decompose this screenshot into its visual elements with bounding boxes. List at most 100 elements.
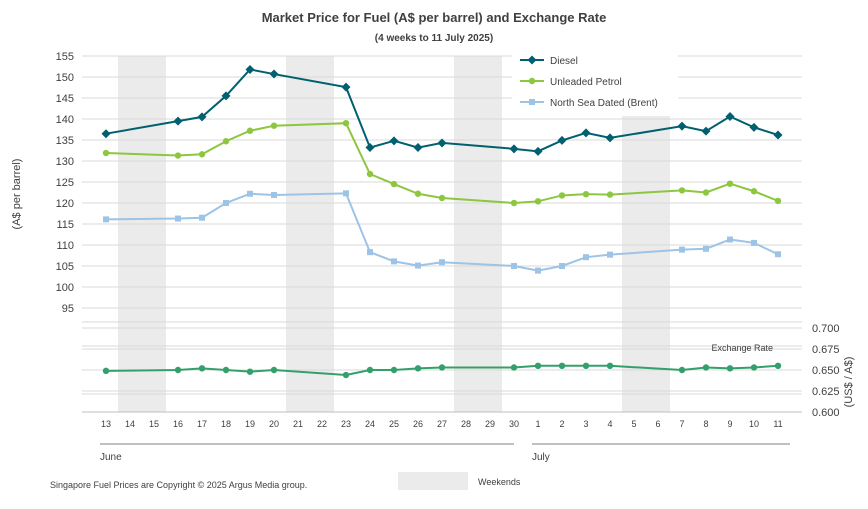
legend-entry: Diesel	[550, 56, 578, 67]
x-tick-label: 23	[341, 419, 351, 429]
data-point	[102, 149, 110, 157]
y-tick-right: 0.600	[812, 407, 840, 419]
data-point	[726, 365, 734, 372]
data-point	[582, 190, 590, 198]
data-point	[367, 249, 373, 256]
data-point	[389, 136, 399, 146]
x-tick-label: 24	[365, 419, 375, 429]
data-point	[677, 121, 687, 131]
x-tick-label: 13	[101, 419, 111, 429]
data-point	[343, 190, 349, 197]
data-point	[678, 366, 686, 374]
weekend-band-1	[286, 56, 334, 412]
data-point	[198, 365, 206, 372]
data-point	[270, 366, 278, 374]
gridlines	[82, 55, 802, 413]
data-point	[529, 99, 535, 105]
x-tick-label: 27	[437, 419, 447, 429]
data-point	[750, 188, 758, 195]
x-tick-label: 10	[749, 419, 759, 429]
data-point	[558, 362, 566, 369]
x-tick-label: 4	[607, 419, 612, 429]
data-point	[558, 192, 566, 199]
x-tick-label: 16	[173, 419, 183, 429]
x-tick-label: 1	[535, 419, 540, 429]
data-point	[413, 143, 423, 153]
data-point	[606, 191, 614, 198]
data-point	[678, 187, 686, 194]
x-tick-label: 6	[655, 419, 660, 429]
data-point	[509, 144, 519, 154]
data-point	[390, 366, 398, 374]
data-point	[223, 200, 229, 206]
data-point	[557, 135, 567, 145]
series-points-0	[101, 64, 783, 156]
data-point	[582, 362, 590, 369]
series-points-1	[102, 120, 782, 207]
data-point	[270, 122, 278, 129]
exchange-rate-label: Exchange Rate	[711, 343, 773, 353]
data-point	[269, 69, 279, 79]
data-point	[175, 215, 181, 222]
x-tick-label: 8	[703, 419, 708, 429]
data-point	[438, 194, 446, 202]
legend: Diesel Unleaded Petrol North Sea Dated (Br…	[398, 50, 678, 490]
data-point	[366, 170, 374, 178]
data-point	[247, 190, 253, 197]
y-tick-right: 0.650	[812, 365, 840, 377]
data-point	[701, 126, 711, 136]
data-point	[245, 64, 255, 74]
x-tick-label: 17	[197, 419, 207, 429]
data-point	[774, 197, 782, 205]
data-point	[725, 111, 735, 121]
y-tick-left: 120	[56, 198, 74, 210]
legend-entry: North Sea Dated (Brent)	[550, 98, 658, 109]
data-point	[774, 362, 782, 369]
data-point	[438, 364, 446, 371]
data-point	[198, 151, 206, 158]
data-point	[390, 180, 398, 188]
x-tick-label: 18	[221, 419, 231, 429]
data-point	[511, 263, 517, 269]
data-point	[606, 362, 614, 369]
y-tick-left: 95	[62, 303, 74, 315]
x-tick-label: 22	[317, 419, 327, 429]
data-point	[726, 180, 734, 187]
data-point	[341, 82, 351, 92]
data-point	[437, 138, 447, 148]
y-tick-left: 145	[56, 93, 74, 105]
legend-entry: Unleaded Petrol	[550, 77, 622, 88]
data-point	[221, 91, 231, 101]
x-tick-label: 11	[773, 419, 782, 429]
data-point	[528, 77, 536, 85]
data-point	[174, 366, 182, 374]
data-point	[534, 362, 542, 369]
y-axis-label-left: (A$ per barrel)	[11, 159, 23, 230]
data-point	[199, 214, 205, 221]
data-point	[534, 198, 542, 205]
y-tick-right: 0.675	[812, 344, 840, 356]
data-point	[414, 365, 422, 372]
data-point	[679, 246, 685, 253]
y-tick-left: 125	[56, 177, 74, 189]
data-point	[533, 146, 543, 156]
data-point	[415, 262, 421, 269]
data-point	[510, 364, 518, 371]
month-label: June	[100, 452, 122, 463]
copyright-text: Singapore Fuel Prices are Copyright © 20…	[50, 480, 307, 490]
data-point	[702, 364, 710, 371]
x-tick-label: 15	[149, 419, 159, 429]
data-point	[246, 127, 254, 134]
data-point	[775, 251, 781, 258]
y-tick-right: 0.625	[812, 386, 840, 398]
data-point	[271, 192, 277, 199]
weekend-band-2	[454, 56, 502, 412]
data-point	[197, 112, 207, 122]
data-point	[342, 120, 350, 127]
y-tick-right: 0.700	[812, 323, 840, 335]
data-point	[391, 258, 397, 265]
data-point	[510, 199, 518, 207]
x-tick-label: 20	[269, 419, 279, 429]
